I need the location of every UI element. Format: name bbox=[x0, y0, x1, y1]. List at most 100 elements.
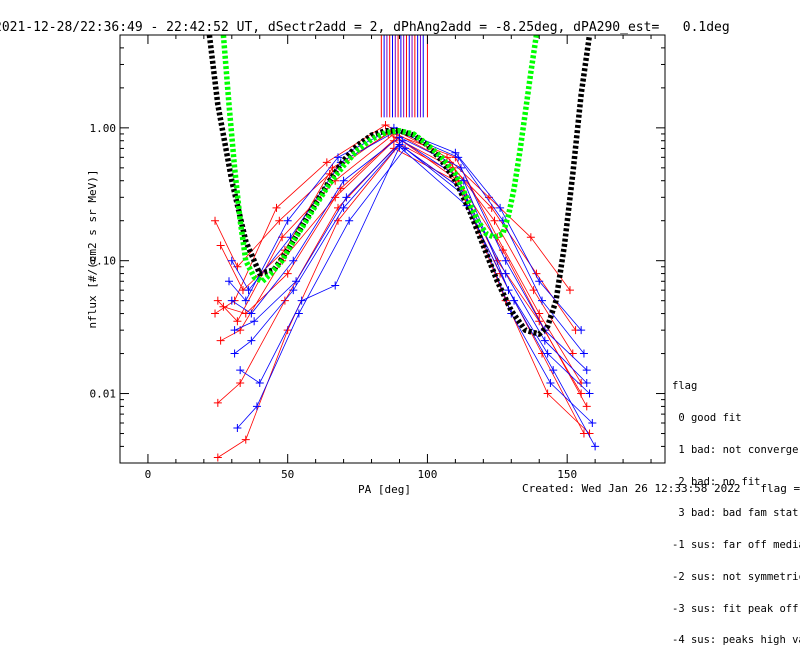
series-line-5 bbox=[220, 133, 576, 331]
created-timestamp: Created: Wed Jan 26 12:33:58 2022 bbox=[522, 482, 741, 495]
legend-item-1: 1 bad: not converge bbox=[672, 443, 799, 456]
series-line-4 bbox=[217, 143, 590, 458]
series-0-point bbox=[535, 309, 544, 318]
series-4-point bbox=[543, 389, 552, 398]
series-13-point bbox=[496, 203, 505, 212]
series-14-point bbox=[255, 379, 264, 388]
series-line-12 bbox=[234, 143, 587, 384]
series-12-point bbox=[289, 286, 298, 295]
series-12-point bbox=[582, 379, 591, 388]
y-tick-label: 1.00 bbox=[90, 122, 117, 135]
legend-item-2: 2 bad: no fit bbox=[672, 475, 761, 488]
data-layer bbox=[211, 121, 600, 462]
series-14-point bbox=[297, 296, 306, 305]
series-line-13 bbox=[228, 127, 582, 331]
legend-item-3: 3 bad: bad fam stat bbox=[672, 507, 799, 520]
x-tick-label: 50 bbox=[281, 468, 294, 481]
series-13-point bbox=[334, 153, 342, 162]
series-line-11 bbox=[237, 147, 593, 429]
series-2-point bbox=[275, 216, 284, 225]
series-14-point bbox=[395, 142, 404, 151]
series-8-point bbox=[289, 256, 298, 265]
plot-svg: 0 50 100 150 0.01 0.10 1.00 PA [deg] nflux [#/(c… bbox=[86, 34, 666, 496]
series-12-point bbox=[247, 336, 256, 345]
series-7-point bbox=[322, 158, 331, 167]
axes-layer: 0 50 100 150 0.01 0.10 1.00 PA [deg] nflux [#/(c… bbox=[86, 34, 666, 496]
series-2-point bbox=[233, 262, 242, 271]
series-4-point bbox=[213, 453, 222, 462]
series-10-point bbox=[227, 256, 236, 265]
series-8-point bbox=[582, 366, 591, 375]
series-1-point bbox=[535, 317, 544, 326]
series-13-point bbox=[577, 326, 586, 335]
y-axis-label: nflux [#/(cm2 s sr MeV)] bbox=[86, 170, 99, 329]
series-3-point bbox=[213, 398, 222, 407]
legend-item-5: -2 sus: not symmetric bbox=[672, 570, 800, 583]
series-8-point bbox=[501, 256, 510, 265]
series-12-point bbox=[501, 269, 510, 278]
series-9-point bbox=[342, 193, 351, 202]
series-2-point bbox=[490, 216, 499, 225]
fit-layer bbox=[206, 35, 593, 337]
flag-value: flag = 0 bbox=[760, 482, 800, 495]
legend-title: flag bbox=[672, 380, 698, 393]
legend-item-6: -3 sus: fit peak off 90 bbox=[672, 602, 799, 615]
series-12-point bbox=[230, 349, 239, 358]
series-9-point bbox=[250, 317, 259, 326]
series-10-point bbox=[538, 296, 547, 305]
series-5-point bbox=[216, 241, 225, 250]
legend-item-0: 0 good fit bbox=[672, 411, 742, 424]
series-8-point bbox=[339, 176, 348, 185]
chart-title: 2021-12-28/22:36:49 - 22:42:52 UT, dSect… bbox=[0, 20, 730, 35]
series-7-point bbox=[526, 233, 535, 242]
series-7-point bbox=[211, 309, 220, 318]
series-line-10 bbox=[231, 130, 585, 354]
series-11-point bbox=[345, 216, 354, 225]
series-line-14 bbox=[239, 146, 596, 447]
peak-marker-layer bbox=[380, 35, 428, 118]
series-7-point bbox=[272, 203, 281, 212]
series-11-point bbox=[294, 309, 303, 318]
series-14-point bbox=[549, 366, 558, 375]
series-9-point bbox=[230, 326, 239, 335]
x-axis-label: PA [deg] bbox=[358, 483, 411, 496]
series-10-point bbox=[579, 349, 588, 358]
series-4-point bbox=[241, 435, 250, 444]
series-0-point bbox=[213, 296, 222, 305]
series-8-point bbox=[227, 296, 236, 305]
series-2-point bbox=[568, 349, 577, 358]
x-tick-label: 0 bbox=[145, 468, 152, 481]
series-11-point bbox=[233, 424, 242, 433]
series-8-point bbox=[247, 309, 256, 318]
series-line-6 bbox=[223, 136, 588, 407]
series-line-3 bbox=[217, 147, 585, 434]
series-12-point bbox=[540, 336, 549, 345]
series-14-point bbox=[331, 281, 340, 290]
x-tick-label: 150 bbox=[557, 468, 577, 481]
series-10-point bbox=[454, 153, 463, 162]
series-1-point bbox=[216, 336, 225, 345]
series-9-point bbox=[543, 349, 552, 358]
series-2-point bbox=[529, 286, 538, 295]
series-14-point bbox=[510, 296, 519, 305]
series-3-point bbox=[236, 379, 245, 388]
chart-figure: 2021-12-28/22:36:49 - 22:42:52 UT, dSect… bbox=[0, 20, 800, 646]
fit-curve-green bbox=[220, 35, 540, 285]
series-12-point bbox=[339, 203, 348, 212]
series-14-point bbox=[591, 442, 600, 451]
series-6-point bbox=[582, 402, 591, 411]
series-14-point bbox=[236, 366, 245, 375]
series-2-point bbox=[211, 216, 220, 225]
series-9-point bbox=[459, 176, 468, 185]
series-9-point bbox=[585, 389, 594, 398]
series-6-point bbox=[283, 269, 292, 278]
series-13-point bbox=[535, 277, 544, 286]
series-13-point bbox=[451, 148, 460, 157]
footer: Created: Wed Jan 26 12:33:58 2022 flag =… bbox=[522, 482, 800, 495]
series-11-point bbox=[546, 379, 555, 388]
series-13-point bbox=[241, 296, 250, 305]
y-tick-label: 0.01 bbox=[90, 388, 117, 401]
series-0-point bbox=[233, 317, 242, 326]
fit-curve-black bbox=[206, 35, 593, 337]
series-8-point bbox=[456, 163, 465, 172]
